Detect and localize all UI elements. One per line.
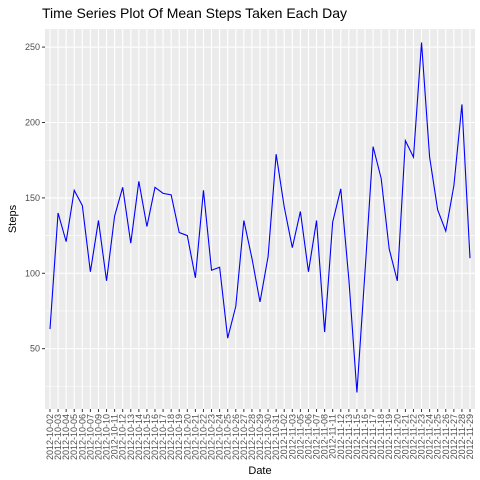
x-tick-label: 2012-10-20 [182,414,192,460]
x-tick-label: 2012-11-11 [328,414,338,459]
x-tick-label: 2012-10-17 [158,414,168,460]
y-tick-label: 150 [25,193,40,203]
x-tick-label: 2012-10-16 [150,414,160,460]
y-axis-title: Steps [7,204,19,233]
grid-major-lines [45,29,475,409]
x-tick-label: 2012-10-31 [271,414,281,460]
x-tick-label: 2012-11-29 [465,414,475,459]
x-tick-label: 2012-11-18 [376,414,386,459]
x-tick-label: 2012-11-02 [279,414,289,459]
x-tick-label: 2012-10-26 [231,414,241,460]
x-tick-label: 2012-10-12 [118,414,128,460]
x-tick-label: 2012-10-07 [85,414,95,460]
x-tick-label: 2012-10-14 [134,414,144,460]
x-tick-label: 2012-11-24 [425,414,435,459]
x-tick-label: 2012-11-25 [433,414,443,459]
x-tick-label: 2012-10-03 [53,414,63,460]
x-tick-label: 2012-10-24 [215,414,225,460]
x-tick-label: 2012-10-27 [239,414,249,460]
x-tick-label: 2012-10-11 [110,414,120,459]
x-tick-label: 2012-11-15 [352,414,362,459]
x-tick-label: 2012-11-08 [320,414,330,459]
x-tick-label: 2012-10-25 [223,414,233,460]
x-tick-label: 2012-10-21 [190,414,200,460]
x-tick-label: 2012-11-17 [368,414,378,459]
y-tick-label: 250 [25,42,40,52]
x-tick-label: 2012-10-05 [69,414,79,460]
x-tick-label: 2012-11-03 [287,414,297,459]
x-tick-label: 2012-10-13 [126,414,136,460]
x-tick-label: 2012-10-15 [142,414,152,460]
x-tick-label: 2012-10-18 [166,414,176,460]
x-tick-label: 2012-11-07 [312,414,322,459]
x-tick-label: 2012-10-06 [77,414,87,460]
y-tick-label: 50 [30,344,40,354]
x-tick-label: 2012-11-20 [392,414,402,459]
x-tick-label: 2012-10-23 [207,414,217,460]
x-tick-label: 2012-11-21 [400,414,410,459]
x-tick-label: 2012-10-10 [102,414,112,460]
x-tick-label: 2012-11-06 [303,414,313,459]
chart-title: Time Series Plot Of Mean Steps Taken Eac… [42,5,347,21]
y-tick-label: 100 [25,268,40,278]
x-tick-label: 2012-11-05 [295,414,305,459]
x-tick-label: 2012-10-28 [247,414,257,460]
x-tick-label: 2012-11-22 [408,414,418,459]
y-tick-label: 200 [25,117,40,127]
x-tick-label: 2012-11-16 [360,414,370,459]
x-tick-label: 2012-11-28 [457,414,467,459]
x-tick-label: 2012-10-19 [174,414,184,460]
x-tick-label: 2012-10-30 [263,414,273,460]
x-tick-label: 2012-10-22 [198,414,208,460]
x-tick-label: 2012-11-19 [384,414,394,459]
x-tick-label: 2012-11-13 [344,414,354,459]
y-axis-ticks: 50 100 150 200 250 [25,42,45,354]
series-line [49,42,471,393]
x-tick-label: 2012-11-27 [449,414,459,459]
x-tick-label: 2012-11-23 [417,414,427,459]
x-tick-label: 2012-10-02 [45,414,55,460]
x-axis-title: Date [248,465,271,477]
x-tick-label: 2012-11-26 [441,414,451,459]
x-tick-label: 2012-11-12 [336,414,346,459]
x-tick-label: 2012-10-04 [61,414,71,460]
x-tick-label: 2012-10-09 [93,414,103,460]
x-axis-ticks: 2012-10-022012-10-032012-10-042012-10-05… [45,409,475,460]
x-tick-label: 2012-10-29 [255,414,265,460]
